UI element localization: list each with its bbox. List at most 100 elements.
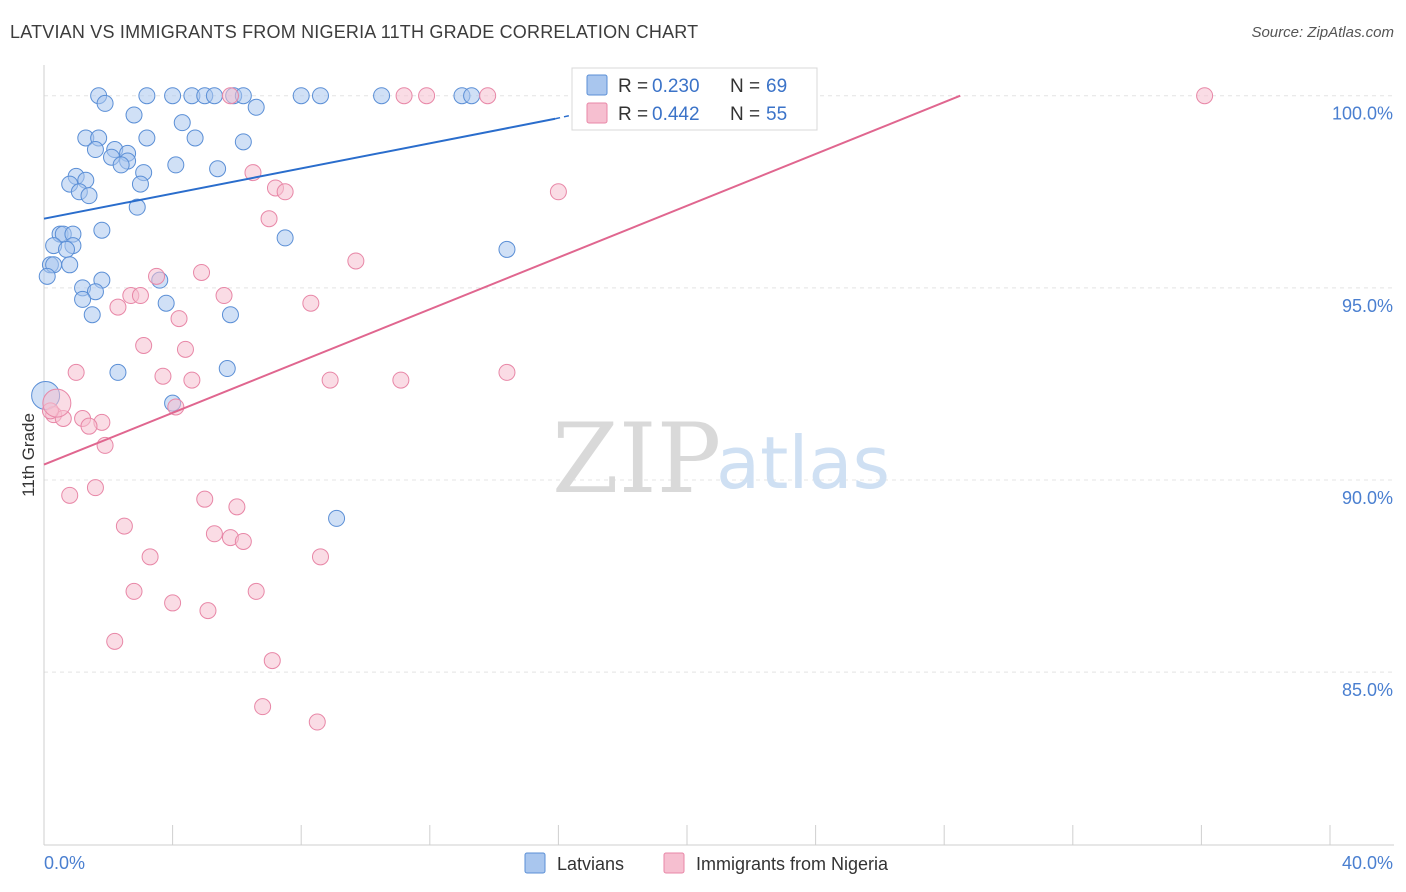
data-point [263, 652, 281, 670]
bottom-legend-swatch-latvians [524, 852, 546, 874]
data-point [276, 183, 294, 201]
data-point [260, 210, 278, 228]
data-point [164, 594, 182, 612]
data-point [38, 267, 56, 285]
x-tick-label: 0.0% [44, 853, 85, 873]
x-tick-label: 40.0% [1342, 853, 1393, 873]
legend-n-value: 69 [766, 76, 787, 97]
data-point [302, 294, 320, 312]
bottom-legend-swatch-nigeria [663, 852, 685, 874]
data-point [109, 363, 127, 381]
legend-frame [571, 67, 818, 131]
bottom-legend: Latvians Immigrants from Nigeria [524, 852, 889, 874]
data-point [498, 240, 516, 258]
data-point [373, 87, 391, 105]
data-point [209, 160, 227, 178]
y-tick-labels: 100.0% 95.0% 90.0% 85.0% [1332, 104, 1393, 700]
data-point [479, 87, 497, 105]
legend-r-value: 0.442 [652, 104, 700, 125]
data-point [292, 87, 310, 105]
data-point [247, 98, 265, 116]
data-point [221, 87, 239, 105]
data-point [215, 287, 233, 305]
data-point [392, 371, 410, 389]
watermark-zip: ZIP [552, 403, 721, 515]
data-point [173, 114, 191, 132]
data-point [154, 367, 172, 385]
data-point [221, 306, 239, 324]
data-point [205, 525, 223, 543]
data-point [80, 417, 98, 435]
data-point [196, 490, 214, 508]
data-point [164, 87, 182, 105]
legend-r-label: R = [618, 104, 648, 125]
data-point [125, 582, 143, 600]
bottom-legend-label-nigeria: Immigrants from Nigeria [696, 854, 889, 874]
trend-lines [43, 94, 961, 466]
data-point [67, 363, 85, 381]
watermark: ZIP atlas [552, 403, 890, 515]
legend-n-label: N = [730, 104, 760, 125]
watermark-atlas: atlas [716, 421, 890, 505]
data-point [176, 340, 194, 358]
y-tick-label: 100.0% [1332, 104, 1393, 124]
data-point [205, 87, 223, 105]
data-point [131, 175, 149, 193]
y-axis-label: 11th Grade [19, 413, 38, 497]
data-point [148, 267, 166, 285]
data-point [138, 129, 156, 147]
data-point [186, 129, 204, 147]
data-point [86, 141, 104, 159]
series-nigeria-points [41, 87, 1214, 731]
data-point [308, 713, 326, 731]
data-point [96, 94, 114, 112]
data-point [418, 87, 436, 105]
data-point [83, 306, 101, 324]
data-point [157, 294, 175, 312]
data-point [228, 498, 246, 516]
data-point [311, 87, 329, 105]
data-point [86, 283, 104, 301]
data-point [106, 632, 124, 650]
data-point [254, 698, 272, 716]
data-point [247, 582, 265, 600]
data-point [86, 479, 104, 497]
data-point [167, 156, 185, 174]
data-point [218, 360, 236, 378]
legend-swatch-latvians [586, 74, 608, 96]
series-latvians-points [31, 87, 516, 527]
data-point [109, 298, 127, 316]
data-point [80, 187, 98, 205]
data-point [141, 548, 159, 566]
data-point [58, 240, 76, 258]
data-point [276, 229, 294, 247]
data-point [170, 310, 188, 328]
source-credit: Source: ZipAtlas.com [1251, 24, 1394, 41]
data-point [234, 133, 252, 151]
data-point [128, 198, 146, 216]
chart-title: LATVIAN VS IMMIGRANTS FROM NIGERIA 11TH … [10, 22, 699, 42]
trend-line [43, 94, 961, 466]
y-tick-label: 90.0% [1342, 488, 1393, 508]
data-point [328, 509, 346, 527]
data-point [61, 486, 79, 504]
legend-swatch-nigeria [586, 102, 608, 124]
legend-r-value: 0.230 [652, 76, 700, 97]
data-point [93, 221, 111, 239]
data-point [311, 548, 329, 566]
data-point [549, 183, 567, 201]
data-point [138, 87, 156, 105]
data-point [234, 532, 252, 550]
data-point [347, 252, 365, 270]
data-point [74, 290, 92, 308]
data-point [125, 106, 143, 124]
data-point [112, 156, 130, 174]
data-point [42, 388, 72, 418]
data-point [131, 287, 149, 305]
x-tick-labels: 0.0% 40.0% [44, 853, 1393, 873]
data-point [115, 517, 133, 535]
data-point [463, 87, 481, 105]
legend-box: R = 0.230 N = 69 R = 0.442 N = 55 [571, 67, 818, 131]
y-tick-label: 85.0% [1342, 680, 1393, 700]
